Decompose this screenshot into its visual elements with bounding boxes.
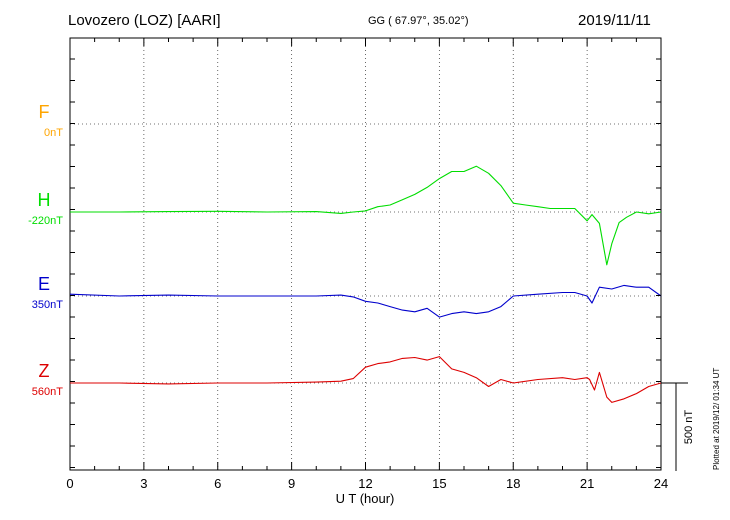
x-axis-label: U T (hour) — [336, 491, 395, 506]
station-title: Lovozero (LOZ) [AARI] — [68, 12, 221, 29]
x-tick-label: 15 — [432, 476, 446, 491]
series-layer — [69, 165, 662, 403]
chart-grid — [70, 38, 661, 470]
series-label-e: E — [38, 274, 50, 294]
x-tick-label: 3 — [140, 476, 147, 491]
x-tick-label: 9 — [288, 476, 295, 491]
plotted-timestamp: Plotted at 2019/12/ 01:34 UT — [712, 367, 721, 470]
x-tick-label: 18 — [506, 476, 520, 491]
baseline-label-z: 560nT — [32, 386, 63, 398]
series-h-line — [70, 165, 662, 266]
x-tick-label: 12 — [358, 476, 372, 491]
series-label-h: H — [38, 190, 51, 210]
series-label-f: F — [39, 102, 50, 122]
plot-date: 2019/11/11 — [578, 12, 651, 29]
geographic-coords: GG ( 67.97°, 35.02°) — [368, 15, 469, 27]
x-tick-label: 0 — [66, 476, 73, 491]
scale-bar: 500 nT — [661, 382, 695, 471]
scale-bar-label: 500 nT — [683, 410, 695, 445]
x-tick-label: 24 — [654, 476, 668, 491]
series-e-line — [69, 284, 662, 318]
x-tick-label: 21 — [580, 476, 594, 491]
baseline-label-e: 350nT — [32, 299, 63, 311]
x-tick-label: 6 — [214, 476, 221, 491]
series-z-line — [70, 356, 662, 403]
series-label-z: Z — [39, 361, 50, 381]
x-axis: 0 3 6 9 12 15 18 21 24 — [66, 38, 668, 491]
series-labels: F 0nT H -220nT E 350nT Z 560nT — [28, 102, 63, 398]
baseline-label-f: 0nT — [44, 127, 63, 139]
baseline-label-h: -220nT — [28, 215, 63, 227]
